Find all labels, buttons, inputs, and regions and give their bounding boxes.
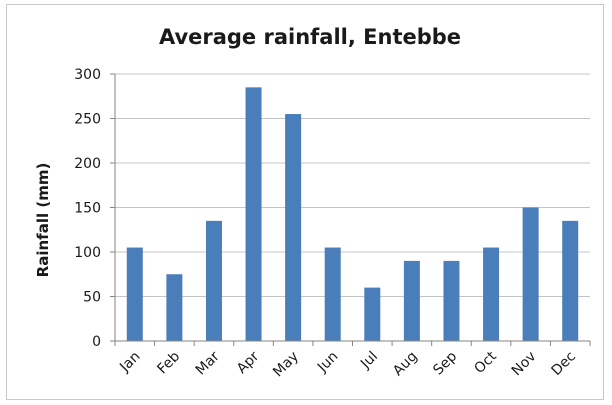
bar-jan — [126, 247, 143, 341]
x-tick-label-oct: Oct — [471, 348, 500, 377]
bar-apr — [245, 87, 262, 341]
x-tick-label-mar: Mar — [193, 348, 223, 378]
bar-dec — [562, 220, 579, 341]
x-tick-label-jan: Jan — [116, 349, 143, 376]
x-tick-label-nov: Nov — [509, 349, 540, 380]
bar-oct — [483, 247, 500, 341]
gridlines — [115, 73, 590, 297]
chart-frame — [6, 4, 604, 400]
bars — [126, 87, 579, 341]
x-tick-label-jul: Jul — [357, 349, 381, 373]
bar-may — [285, 114, 302, 341]
bar-aug — [403, 260, 420, 341]
x-tick-label-apr: Apr — [234, 348, 263, 377]
bar-nov — [522, 207, 539, 341]
x-tick-label-feb: Feb — [154, 348, 183, 377]
bar-jun — [324, 247, 341, 341]
y-tick-label: 50 — [83, 290, 101, 306]
bar-mar — [205, 220, 222, 341]
x-tick-label-dec: Dec — [549, 349, 579, 379]
x-tick-label-aug: Aug — [390, 349, 421, 380]
bar-sep — [443, 260, 460, 341]
x-tick-labels: Jan Feb Mar Apr May Jun Jul Aug Sep Oct Nov Dec — [116, 348, 579, 380]
y-tick-label: 250 — [74, 112, 101, 128]
bar-jul — [364, 287, 381, 341]
y-tick-label: 300 — [74, 67, 101, 83]
x-tick-label-sep: Sep — [430, 348, 460, 378]
x-tick-label-may: May — [270, 349, 302, 381]
y-tick-label: 0 — [92, 334, 101, 350]
x-tick-label-jun: Jun — [314, 349, 341, 376]
chart-title: Average rainfall, Entebbe — [159, 25, 461, 49]
y-axis-label: Rainfall (mm) — [34, 163, 52, 278]
axes — [110, 73, 591, 346]
y-tick-label: 200 — [74, 156, 101, 172]
y-tick-label: 150 — [74, 201, 101, 217]
y-tick-labels: 0 50 100 150 200 250 300 — [74, 67, 101, 350]
bar-feb — [166, 274, 183, 341]
y-tick-label: 100 — [74, 245, 101, 261]
